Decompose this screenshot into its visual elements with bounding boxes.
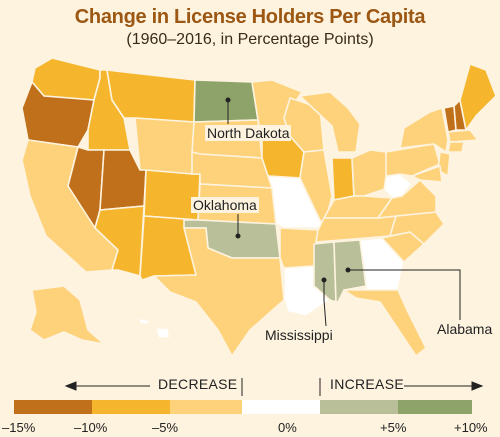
decrease-label: DECREASE	[158, 376, 238, 392]
oklahoma-callout: Oklahoma	[191, 197, 259, 213]
north-dakota-dot	[225, 97, 231, 103]
mississippi-callout: Mississippi	[263, 327, 335, 343]
state-wyoming	[134, 117, 195, 175]
state-ohio	[351, 149, 389, 197]
state-maryland	[411, 165, 443, 183]
map-subtitle: (1960–2016, in Percentage Points)	[126, 31, 374, 48]
alabama-callout: Alabama	[435, 321, 495, 337]
state-nebraska	[191, 151, 273, 189]
legend-swatch-medium-decrease	[92, 400, 170, 414]
increase-label: INCREASE	[330, 376, 404, 392]
legend-swatch-no-change	[242, 400, 320, 414]
alabama-dot	[345, 267, 351, 273]
legend-swatch-light-decrease	[170, 400, 242, 414]
oklahoma-dot	[235, 233, 241, 239]
map-title: Change in License Holders Per Capita	[74, 6, 426, 28]
decrease-arrow-head	[64, 381, 77, 391]
legend-tick-minus-5: –5%	[152, 420, 179, 435]
mississippi-dot	[321, 277, 327, 283]
state-new-york	[399, 107, 449, 153]
legend-tick-minus-15: –15%	[2, 420, 36, 435]
legend-swatch-dark-decrease	[14, 400, 92, 414]
state-texas	[153, 227, 285, 357]
legend-tick-plus-10: +10%	[454, 420, 488, 435]
state-arkansas	[279, 227, 319, 269]
legend-tick-minus-10: –10%	[74, 420, 108, 435]
state-hawaii-island	[155, 327, 171, 339]
legend-swatch-light-increase	[320, 400, 398, 414]
state-connecticut	[447, 141, 465, 153]
state-maine	[459, 63, 497, 131]
state-oregon	[21, 81, 95, 148]
north-dakota-callout: North Dakota	[205, 125, 292, 141]
mississippi-leader	[323, 280, 327, 327]
state-massachusetts	[447, 129, 479, 143]
state-florida	[343, 289, 427, 357]
legend-tick-plus-5: +5%	[380, 420, 407, 435]
state-hawaii	[137, 317, 151, 325]
state-indiana	[331, 157, 355, 201]
legend-swatch-strong-increase	[398, 400, 472, 414]
legend-tick-zero: 0%	[278, 420, 297, 435]
increase-arrow-head	[471, 381, 484, 391]
state-alaska	[29, 285, 105, 345]
state-michigan	[299, 91, 361, 153]
state-mississippi	[313, 241, 337, 303]
alabama-leader	[348, 269, 461, 320]
